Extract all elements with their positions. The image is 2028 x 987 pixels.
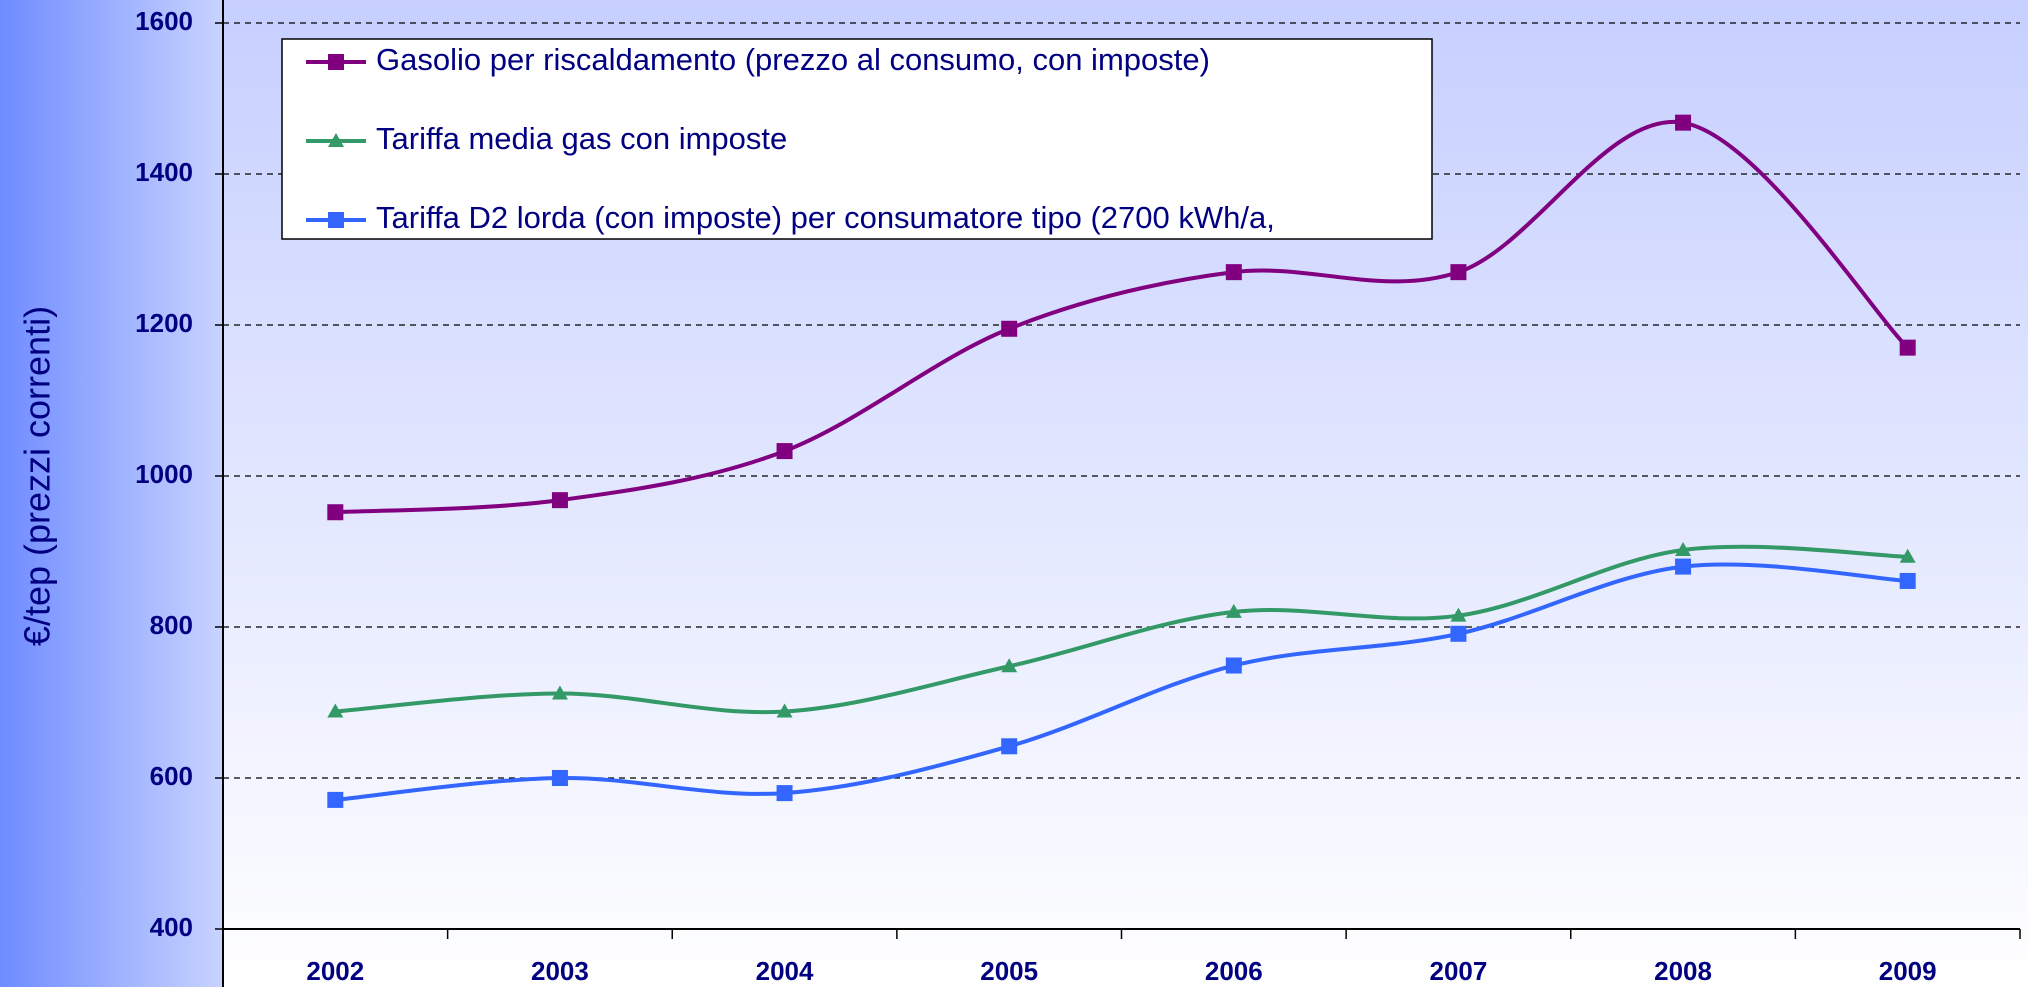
y-axis-label: €/tep (prezzi correnti): [17, 306, 58, 646]
y-tick-label: 1000: [135, 459, 193, 489]
marker: [327, 703, 344, 718]
y-tick-label: 600: [150, 761, 193, 791]
marker: [1675, 114, 1692, 131]
marker: [776, 703, 793, 718]
y-tick-label: 400: [150, 912, 193, 942]
marker: [328, 212, 344, 228]
legend-label: Tariffa D2 lorda (con imposte) per consu…: [376, 200, 1275, 235]
legend: Gasolio per riscaldamento (prezzo al con…: [281, 38, 1433, 240]
marker: [1899, 572, 1916, 589]
marker: [1450, 625, 1467, 642]
marker: [1225, 603, 1242, 618]
series-line: [335, 562, 1908, 802]
x-tick-label: 2009: [1879, 956, 1937, 986]
marker: [1675, 541, 1692, 556]
legend-label: Tariffa media gas con imposte: [376, 121, 787, 156]
marker: [1899, 548, 1916, 563]
x-tick-label: 2007: [1430, 956, 1488, 986]
marker: [776, 443, 793, 460]
marker: [1225, 657, 1242, 674]
x-tick-label: 2006: [1205, 956, 1263, 986]
marker: [1225, 264, 1242, 281]
left-panel: [0, 0, 223, 987]
x-tick-label: 2008: [1654, 956, 1712, 986]
marker: [776, 785, 793, 802]
y-tick-label: 1200: [135, 308, 193, 338]
x-tick-label: 2004: [756, 956, 814, 986]
x-tick-label: 2002: [306, 956, 364, 986]
series-line: [335, 544, 1908, 715]
marker: [327, 504, 344, 521]
marker: [328, 54, 344, 70]
y-tick-label: 1400: [135, 157, 193, 187]
marker: [1001, 320, 1018, 337]
y-tick-label: 1600: [135, 6, 193, 36]
marker: [1450, 264, 1467, 281]
marker: [1899, 339, 1916, 356]
marker: [1001, 658, 1018, 673]
legend-box: [281, 38, 1433, 240]
marker: [328, 133, 344, 147]
marker: [327, 791, 344, 808]
x-tick-label: 2003: [531, 956, 589, 986]
y-tick-label: 800: [150, 610, 193, 640]
marker: [1001, 738, 1018, 755]
marker: [551, 685, 568, 700]
legend-label: Gasolio per riscaldamento (prezzo al con…: [376, 42, 1210, 77]
marker: [551, 770, 568, 786]
x-tick-label: 2005: [980, 956, 1038, 986]
marker: [1675, 558, 1692, 575]
marker: [1450, 607, 1467, 622]
marker: [551, 492, 568, 509]
